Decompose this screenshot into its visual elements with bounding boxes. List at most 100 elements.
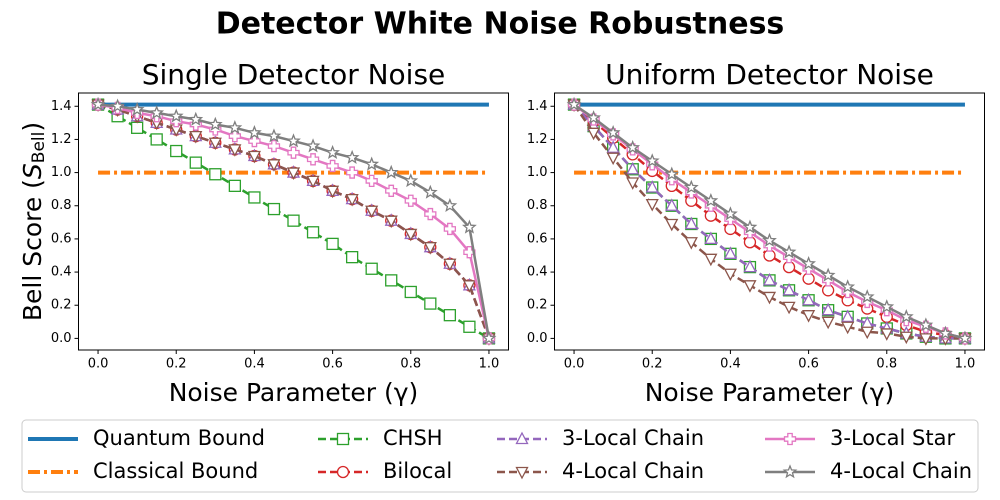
marker: [150, 133, 163, 146]
marker: [228, 129, 242, 143]
marker: [228, 179, 242, 193]
marker: [286, 167, 301, 180]
series-line: [573, 103, 965, 340]
marker: [344, 149, 360, 164]
marker: [228, 144, 242, 157]
marker: [170, 144, 183, 158]
marker: [189, 156, 202, 169]
marker: [899, 331, 913, 345]
marker: [403, 173, 419, 188]
x-axis-label: Noise Parameter (γ): [645, 378, 895, 407]
subplot-title: Uniform Detector Noise: [605, 58, 934, 91]
marker: [267, 202, 281, 216]
y-tick-label: 1.4: [51, 99, 72, 114]
marker: [723, 246, 737, 259]
marker: [247, 125, 262, 140]
marker: [129, 101, 145, 116]
marker: [684, 237, 698, 250]
marker: [305, 138, 321, 153]
marker: [587, 127, 601, 141]
marker: [423, 242, 437, 255]
marker: [723, 268, 737, 282]
marker: [424, 207, 437, 221]
x-axis-label: Noise Parameter (γ): [169, 378, 419, 407]
marker: [209, 168, 222, 181]
marker: [782, 464, 798, 479]
marker: [802, 292, 816, 306]
marker: [743, 259, 757, 273]
marker: [286, 133, 301, 148]
y-tick-label: 1.2: [51, 132, 72, 147]
marker: [384, 215, 398, 229]
marker: [644, 153, 660, 168]
legend-label: CHSH: [383, 426, 443, 450]
marker: [515, 431, 529, 445]
x-tick-label: 0.6: [322, 357, 343, 372]
y-tick-label: 0.8: [527, 198, 548, 213]
marker: [306, 153, 320, 166]
marker: [365, 174, 378, 188]
marker: [248, 134, 261, 148]
marker: [860, 326, 874, 340]
x-tick-label: 0.4: [720, 357, 741, 372]
marker: [802, 310, 816, 323]
marker: [606, 152, 620, 166]
marker: [364, 156, 380, 171]
marker: [345, 193, 359, 207]
marker: [208, 137, 222, 151]
marker: [248, 191, 261, 204]
marker: [287, 146, 300, 159]
y-tick-label: 0.2: [51, 298, 72, 313]
marker: [404, 194, 417, 207]
legend-label: 3-Local Star: [830, 426, 955, 450]
x-tick-label: 0.2: [166, 357, 187, 372]
legend-label: Classical Bound: [93, 459, 258, 483]
marker: [481, 330, 497, 345]
marker: [110, 98, 125, 113]
marker: [287, 214, 300, 227]
marker: [665, 198, 679, 211]
marker: [783, 432, 797, 446]
marker: [443, 258, 457, 272]
marker: [781, 244, 797, 259]
marker: [463, 320, 476, 333]
marker: [918, 317, 934, 332]
marker: [266, 128, 282, 143]
marker: [684, 216, 698, 230]
marker: [704, 253, 718, 267]
y-tick-label: 1.0: [527, 165, 548, 180]
marker: [880, 328, 894, 341]
marker: [820, 267, 836, 282]
marker: [782, 301, 796, 315]
marker: [130, 121, 144, 134]
marker: [723, 206, 738, 221]
y-tick-label: 0.8: [51, 198, 72, 213]
marker: [626, 161, 640, 175]
marker: [267, 159, 281, 172]
marker: [703, 192, 719, 208]
y-tick-label: 0.2: [527, 298, 548, 313]
marker: [463, 246, 476, 259]
marker: [762, 272, 777, 286]
marker: [605, 125, 621, 140]
marker: [938, 325, 953, 340]
y-tick-label: 1.2: [527, 132, 548, 147]
marker: [247, 150, 261, 164]
marker: [365, 205, 379, 219]
marker: [586, 110, 601, 125]
x-tick-label: 0.0: [88, 357, 109, 372]
x-tick-label: 0.8: [400, 357, 421, 372]
marker: [898, 309, 914, 324]
marker: [859, 289, 875, 304]
legend-label: 4-Local Chain: [562, 459, 704, 483]
marker: [742, 219, 758, 234]
x-tick-label: 1.0: [479, 357, 500, 372]
marker: [821, 316, 835, 330]
marker: [821, 302, 835, 316]
plot-area: [554, 93, 985, 350]
marker: [515, 466, 529, 480]
subplot-title: Single Detector Noise: [142, 58, 446, 91]
marker: [326, 159, 339, 173]
marker: [919, 333, 933, 346]
marker: [625, 139, 641, 155]
